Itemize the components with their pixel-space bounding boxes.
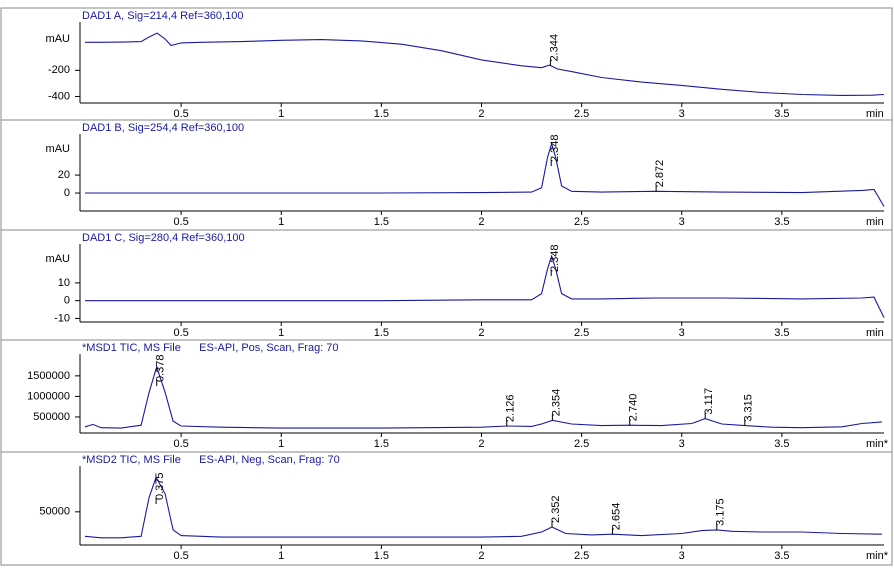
x-tick-label: 3 bbox=[679, 550, 685, 562]
x-tick-label: 0.5 bbox=[173, 550, 188, 562]
x-tick-label: 0.5 bbox=[173, 438, 188, 450]
peak-label: 2.348 bbox=[549, 244, 561, 272]
signal-line bbox=[84, 475, 883, 539]
x-tick-label: 2 bbox=[478, 216, 484, 228]
x-tick-label: 2 bbox=[478, 550, 484, 562]
x-tick-label: 3 bbox=[679, 438, 685, 450]
y-tick-label: 1000000 bbox=[27, 390, 70, 402]
x-tick-label: 1.5 bbox=[374, 438, 389, 450]
x-tick-label: 2 bbox=[478, 327, 484, 339]
panel-title: DAD1 C, Sig=280,4 Ref=360,100 bbox=[82, 232, 245, 244]
peak-label: 2.352 bbox=[550, 495, 562, 523]
y-axis-label: mAU bbox=[46, 253, 71, 265]
x-tick-label: 1.5 bbox=[374, 327, 389, 339]
panel-frame bbox=[0, 339, 893, 453]
x-tick-label: 1.5 bbox=[374, 550, 389, 562]
peak-label: 3.315 bbox=[743, 394, 755, 422]
peak-label: 2.740 bbox=[628, 394, 640, 422]
peak-label: 2.354 bbox=[550, 389, 562, 417]
x-tick-label: 1 bbox=[278, 327, 284, 339]
x-tick-label: 1.5 bbox=[374, 216, 389, 228]
y-tick-label: 50000 bbox=[39, 506, 70, 518]
x-tick-label: 0.5 bbox=[173, 327, 188, 339]
x-tick-label: 0.5 bbox=[173, 216, 188, 228]
panel: *MSD1 TIC, MS File ES-API, Pos, Scan, Fr… bbox=[0, 339, 893, 453]
x-tick-label: 1 bbox=[278, 216, 284, 228]
x-tick-label: 3.5 bbox=[774, 216, 789, 228]
x-tick-label: 1.5 bbox=[374, 108, 389, 120]
signal-line bbox=[85, 32, 885, 96]
peak-label: 0.378 bbox=[155, 354, 167, 382]
x-tick-label: 2.5 bbox=[574, 327, 589, 339]
peak-label: 2.344 bbox=[548, 34, 560, 62]
signal-line bbox=[84, 364, 883, 429]
panel-title: *MSD2 TIC, MS File ES-API, Neg, Scan, Fr… bbox=[82, 454, 340, 466]
y-tick-label: 0 bbox=[64, 187, 70, 199]
x-tick-label: 3.5 bbox=[774, 327, 789, 339]
x-tick-label: 2 bbox=[478, 108, 484, 120]
peak-label: 2.126 bbox=[505, 395, 517, 423]
y-axis-label: mAU bbox=[46, 33, 71, 45]
x-tick-label: 2.5 bbox=[574, 216, 589, 228]
panel: DAD1 C, Sig=280,4 Ref=360,100 mAU min 10 0 -1… bbox=[0, 229, 893, 341]
x-tick-label: 3.5 bbox=[774, 108, 789, 120]
x-tick-label: 3 bbox=[679, 327, 685, 339]
y-tick-label: 1500000 bbox=[27, 370, 70, 382]
panel-title: *MSD1 TIC, MS File ES-API, Pos, Scan, Fr… bbox=[82, 342, 339, 354]
x-tick-label: 2.5 bbox=[574, 438, 589, 450]
y-axis-label: mAU bbox=[46, 143, 71, 155]
peak-label: 3.175 bbox=[715, 498, 727, 526]
peak-label: 3.117 bbox=[703, 388, 715, 415]
x-tick-label: 1 bbox=[278, 108, 284, 120]
peak-label: 0.375 bbox=[154, 472, 166, 500]
x-tick-label: 0.5 bbox=[173, 108, 188, 120]
peak-label: 2.654 bbox=[610, 503, 622, 531]
y-tick-label: 10 bbox=[58, 277, 70, 289]
x-axis-label: min bbox=[866, 108, 884, 120]
x-tick-label: 3 bbox=[679, 216, 685, 228]
panel-title: DAD1 B, Sig=254,4 Ref=360,100 bbox=[82, 122, 244, 134]
y-tick-label: 500000 bbox=[33, 411, 70, 423]
x-tick-label: 3 bbox=[679, 108, 685, 120]
x-axis-label: min bbox=[866, 327, 884, 339]
y-tick-label: 20 bbox=[58, 169, 70, 181]
signal-line bbox=[85, 141, 885, 207]
y-tick-label: -10 bbox=[54, 312, 70, 324]
y-tick-label: -200 bbox=[48, 64, 70, 76]
panel: DAD1 B, Sig=254,4 Ref=360,100 mAU min 20 0 0.… bbox=[0, 119, 893, 231]
y-tick-label: -400 bbox=[48, 90, 70, 102]
y-tick-label: 0 bbox=[64, 295, 70, 307]
x-tick-label: 3.5 bbox=[774, 550, 789, 562]
x-tick-label: 2 bbox=[478, 438, 484, 450]
x-tick-label: 1 bbox=[278, 550, 284, 562]
x-tick-label: 2.5 bbox=[574, 550, 589, 562]
panel-frame bbox=[0, 451, 893, 566]
peak-label: 2.872 bbox=[654, 160, 666, 188]
panel: *MSD2 TIC, MS File ES-API, Neg, Scan, Fr… bbox=[0, 451, 893, 566]
panel-title: DAD1 A, Sig=214,4 Ref=360,100 bbox=[82, 10, 243, 22]
x-tick-label: 1 bbox=[278, 438, 284, 450]
panel-frame bbox=[0, 229, 893, 341]
x-tick-label: 2.5 bbox=[574, 108, 589, 120]
x-axis-label: min* bbox=[866, 550, 889, 562]
x-axis-label: min bbox=[866, 216, 884, 228]
x-axis-label: min* bbox=[866, 438, 889, 450]
peak-label: 2.348 bbox=[549, 134, 561, 162]
signal-line bbox=[85, 254, 885, 318]
x-tick-label: 3.5 bbox=[774, 438, 789, 450]
panel: DAD1 A, Sig=214,4 Ref=360,100 mAU min -200 -… bbox=[0, 7, 893, 121]
panel-frame bbox=[0, 119, 893, 231]
